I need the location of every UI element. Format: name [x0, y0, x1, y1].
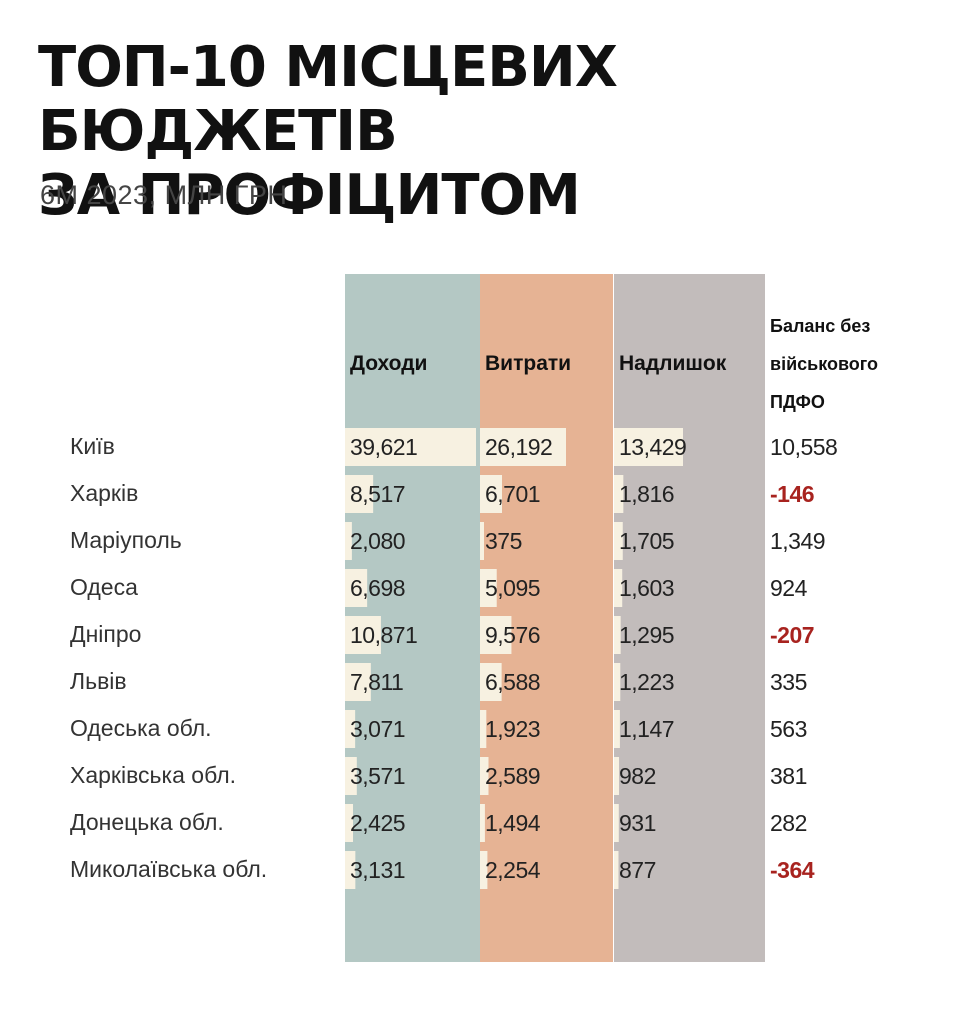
balance-6: 563: [770, 716, 807, 742]
cell-5-0: 7,811: [350, 669, 403, 695]
bar-4-1: [480, 616, 512, 654]
balance-8: 282: [770, 810, 807, 836]
row-label-5: Львів: [70, 668, 127, 694]
row-label-1: Харків: [70, 480, 138, 506]
page-title: ТОП-10 МІСЦЕВИХ БЮДЖЕТІВ ЗА ПРОФІЦИТОМ: [38, 36, 970, 228]
cell-7-2: 982: [619, 763, 656, 789]
bar-5-0: [345, 663, 371, 701]
column-header-0: Доходи: [350, 352, 427, 375]
bar-4-0: [345, 616, 381, 654]
bar-2-2: [614, 522, 623, 560]
cell-5-1: 6,588: [485, 669, 540, 695]
cell-9-1: 2,254: [485, 857, 541, 883]
cell-7-0: 3,571: [350, 763, 405, 789]
bar-3-0: [345, 569, 368, 607]
bar-7-1: [480, 757, 489, 795]
balance-4: -207: [770, 622, 814, 648]
row-label-6: Одеська обл.: [70, 715, 212, 741]
bar-9-2: [614, 851, 619, 889]
row-label-4: Дніпро: [70, 621, 141, 647]
balance-2: 1,349: [770, 528, 825, 554]
cell-1-2: 1,816: [619, 481, 674, 507]
cell-6-0: 3,071: [350, 716, 405, 742]
bar-0-1: [480, 428, 566, 466]
cell-4-0: 10,871: [350, 622, 417, 648]
balance-1: -146: [770, 481, 814, 507]
row-label-0: Київ: [70, 433, 115, 459]
cell-6-2: 1,147: [619, 716, 674, 742]
cell-9-2: 877: [619, 857, 656, 883]
cell-9-0: 3,131: [350, 857, 405, 883]
bar-9-0: [345, 851, 356, 889]
title-line-2: ЗА ПРОФІЦИТОМ: [38, 163, 581, 228]
cell-2-1: 375: [485, 528, 522, 554]
bar-4-2: [614, 616, 621, 654]
balance-7: 381: [770, 763, 807, 789]
bar-5-1: [480, 663, 502, 701]
column-bg-2: [614, 274, 765, 962]
cell-4-1: 9,576: [485, 622, 540, 648]
row-label-8: Донецька обл.: [70, 809, 224, 835]
column-header-1: Витрати: [485, 352, 571, 375]
cell-8-2: 931: [619, 810, 656, 836]
balance-9: -364: [770, 857, 815, 883]
column-header-2: Надлишок: [619, 352, 727, 375]
bar-8-2: [614, 804, 619, 842]
cell-3-0: 6,698: [350, 575, 405, 601]
bar-3-2: [614, 569, 623, 607]
cell-4-2: 1,295: [619, 622, 674, 648]
cell-0-0: 39,621: [350, 434, 417, 460]
bar-5-2: [614, 663, 621, 701]
title-line-1: ТОП-10 МІСЦЕВИХ БЮДЖЕТІВ: [38, 35, 618, 164]
cell-2-2: 1,705: [619, 528, 674, 554]
row-label-9: Миколаївська обл.: [70, 856, 267, 882]
bar-0-0: [345, 428, 476, 466]
cell-1-0: 8,517: [350, 481, 405, 507]
bar-8-1: [480, 804, 485, 842]
bar-0-2: [614, 428, 683, 466]
cell-0-1: 26,192: [485, 434, 552, 460]
balance-3: 924: [770, 575, 808, 601]
balance-header-line-0: Баланс без: [770, 316, 870, 336]
row-label-3: Одеса: [70, 574, 138, 600]
subtitle: 6М 2023, МЛН ГРН: [40, 180, 288, 210]
cell-7-1: 2,589: [485, 763, 540, 789]
bar-3-1: [480, 569, 497, 607]
bar-1-2: [614, 475, 624, 513]
bar-7-2: [614, 757, 620, 795]
balance-header-line-1: військового: [770, 354, 878, 374]
cell-3-1: 5,095: [485, 575, 540, 601]
cell-3-2: 1,603: [619, 575, 674, 601]
balance-0: 10,558: [770, 434, 837, 460]
cell-8-1: 1,494: [485, 810, 541, 836]
balance-header-line-2: ПДФО: [770, 392, 825, 412]
bar-9-1: [480, 851, 488, 889]
bar-6-2: [614, 710, 620, 748]
cell-2-0: 2,080: [350, 528, 405, 554]
cell-1-1: 6,701: [485, 481, 540, 507]
bar-1-1: [480, 475, 503, 513]
cell-5-2: 1,223: [619, 669, 674, 695]
row-label-7: Харківська обл.: [70, 762, 236, 788]
cell-8-0: 2,425: [350, 810, 405, 836]
bar-1-0: [345, 475, 374, 513]
bar-8-0: [345, 804, 354, 842]
bar-2-1: [480, 522, 484, 560]
cell-0-2: 13,429: [619, 434, 686, 460]
bar-2-0: [345, 522, 352, 560]
cell-6-1: 1,923: [485, 716, 540, 742]
bar-6-0: [345, 710, 356, 748]
bar-6-1: [480, 710, 487, 748]
balance-5: 335: [770, 669, 807, 695]
row-label-2: Маріуполь: [70, 527, 182, 553]
bar-7-0: [345, 757, 357, 795]
